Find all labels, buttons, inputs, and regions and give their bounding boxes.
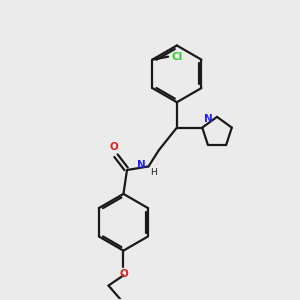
Text: H: H	[150, 168, 157, 177]
Text: N: N	[204, 114, 213, 124]
Text: Cl: Cl	[172, 52, 183, 62]
Text: N: N	[137, 160, 146, 170]
Text: O: O	[110, 142, 118, 152]
Text: O: O	[119, 268, 128, 278]
